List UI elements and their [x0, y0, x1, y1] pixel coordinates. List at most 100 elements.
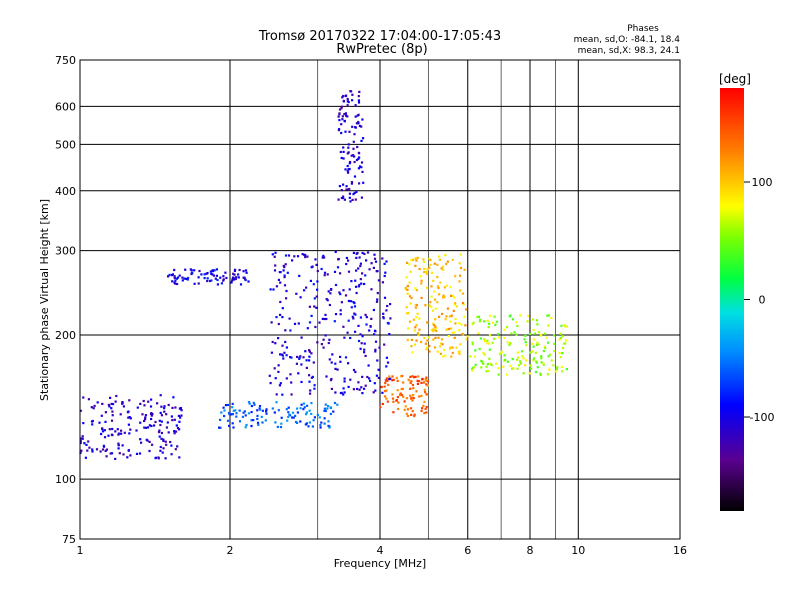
data-point-478: [357, 113, 360, 116]
data-point-473: [344, 94, 347, 98]
data-point-517: [374, 348, 377, 351]
data-point-1198: [491, 341, 494, 344]
data-point-764: [361, 375, 364, 378]
data-point-400: [352, 193, 355, 196]
data-point-768: [355, 269, 358, 272]
data-point-624: [330, 387, 333, 390]
data-point-572: [350, 280, 353, 283]
data-point-647: [279, 382, 282, 385]
data-point-176: [165, 443, 168, 446]
data-point-601: [372, 391, 375, 394]
data-point-530: [355, 256, 358, 259]
data-point-998: [432, 322, 435, 325]
data-point-1148: [553, 342, 556, 345]
data-point-621: [373, 382, 376, 385]
data-point-1277: [544, 346, 547, 349]
data-point-1046: [415, 303, 418, 307]
data-point-905: [391, 393, 394, 396]
data-point-144: [176, 426, 180, 430]
data-point-1190: [515, 333, 518, 336]
data-point-978: [436, 350, 439, 353]
data-point-309: [313, 416, 316, 419]
data-point-240: [277, 409, 280, 412]
data-point-1039: [445, 262, 448, 266]
data-point-736: [359, 316, 362, 319]
data-point-655: [353, 305, 357, 308]
data-point-1242: [550, 317, 553, 320]
data-point-595: [304, 350, 307, 353]
data-point-804: [297, 322, 300, 325]
data-point-1135: [483, 340, 487, 343]
data-point-115: [178, 407, 181, 410]
data-point-378: [173, 275, 176, 278]
data-point-550: [326, 273, 329, 276]
data-point-259: [232, 426, 235, 429]
data-point-1111: [458, 329, 461, 332]
data-point-521: [315, 263, 318, 266]
data-point-499: [347, 171, 350, 174]
data-point-83: [171, 406, 174, 409]
data-point-702: [357, 285, 360, 288]
data-point-1141: [547, 355, 550, 358]
data-point-106: [160, 420, 163, 423]
data-point-189: [143, 419, 146, 423]
data-point-942: [465, 338, 468, 341]
data-point-268: [253, 403, 256, 406]
data-point-868: [401, 387, 404, 390]
data-point-1024: [410, 338, 413, 341]
data-point-384: [173, 281, 176, 284]
data-point-40: [139, 402, 142, 405]
data-point-1071: [445, 315, 448, 318]
data-point-483: [357, 122, 360, 125]
data-point-124: [128, 399, 131, 402]
data-point-135: [158, 435, 161, 438]
data-point-839: [405, 397, 408, 400]
data-point-965: [429, 259, 432, 262]
colorbar-tick-label-1: 0: [759, 294, 766, 307]
data-point-954: [408, 281, 411, 284]
data-point-1195: [498, 336, 501, 339]
data-point-1130: [550, 359, 553, 362]
data-point-1294: [483, 353, 486, 356]
data-point-782: [296, 255, 300, 258]
data-point-199: [232, 409, 235, 412]
data-point-1057: [414, 306, 417, 309]
data-point-706: [345, 256, 348, 260]
data-point-685: [355, 285, 358, 288]
data-point-897: [415, 390, 418, 393]
data-point-1011: [451, 351, 454, 355]
data-point-1029: [414, 326, 417, 329]
data-point-974: [425, 348, 428, 351]
data-point-531: [283, 351, 286, 354]
data-point-30: [160, 414, 163, 417]
data-point-1208: [536, 341, 539, 344]
data-point-554: [281, 393, 284, 396]
data-point-146: [172, 396, 175, 399]
data-point-251: [300, 403, 303, 406]
data-point-765: [310, 266, 313, 269]
data-point-113: [120, 429, 123, 432]
data-point-816: [363, 348, 366, 351]
data-point-298: [324, 409, 327, 413]
data-point-693: [389, 317, 392, 320]
data-point-605: [367, 364, 370, 367]
data-point-143: [128, 432, 131, 435]
data-point-1115: [426, 286, 429, 289]
data-point-649: [350, 300, 353, 303]
data-point-1008: [463, 268, 466, 271]
data-point-756: [363, 387, 366, 390]
data-point-797: [389, 377, 392, 380]
data-point-1292: [497, 373, 500, 376]
data-point-654: [268, 374, 271, 377]
data-point-727: [383, 262, 386, 265]
data-point-213: [261, 421, 264, 424]
data-point-480: [348, 192, 351, 195]
data-point-1263: [523, 338, 526, 341]
data-point-269: [241, 415, 244, 418]
data-point-411: [342, 195, 345, 198]
data-point-385: [230, 281, 233, 284]
data-point-1079: [412, 318, 415, 321]
y-tick-label-2: 200: [55, 329, 76, 342]
data-point-805: [385, 356, 388, 359]
data-point-619: [374, 260, 378, 263]
